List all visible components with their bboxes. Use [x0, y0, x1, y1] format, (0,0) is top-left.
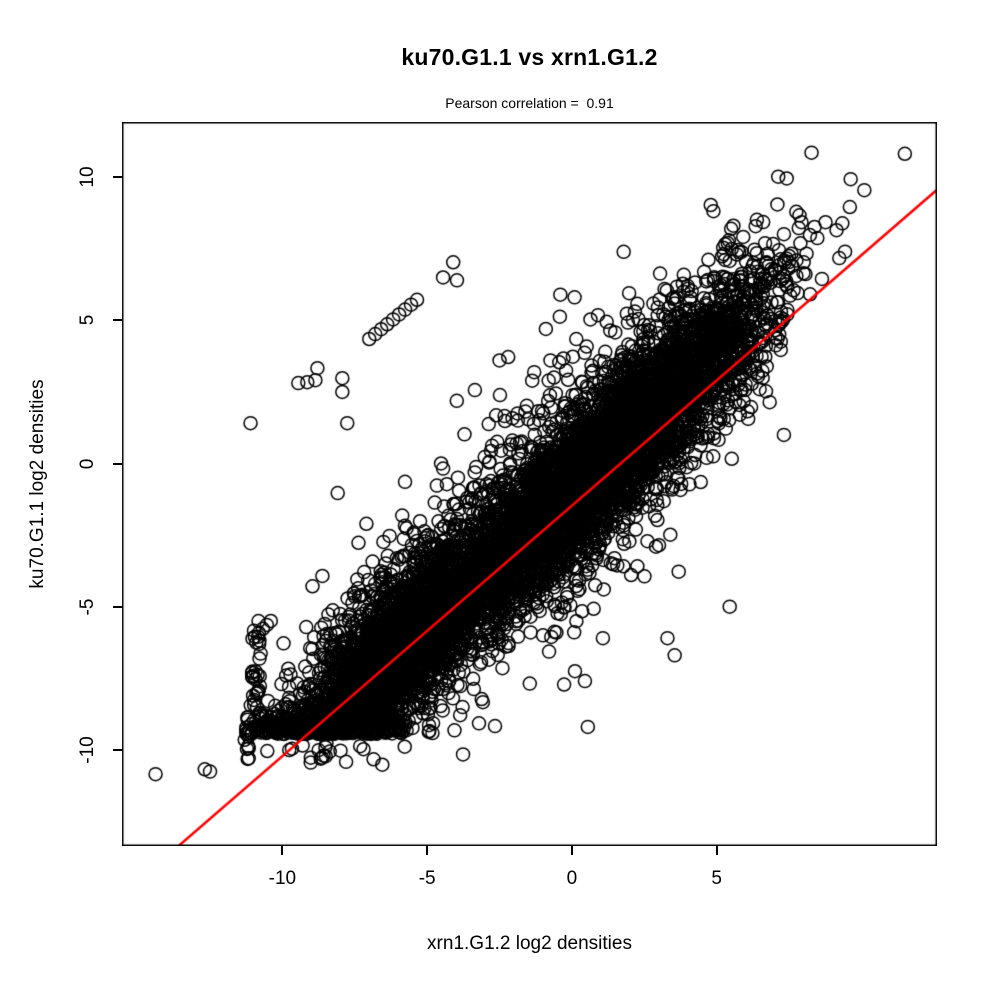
x-tick-label: -10 — [268, 868, 297, 889]
y-tick-mark — [113, 176, 122, 179]
y-tick-label: 10 — [77, 166, 98, 188]
y-tick-label: 5 — [77, 315, 98, 326]
y-tick-label: -10 — [77, 736, 98, 764]
x-axis-label: xrn1.G1.2 log2 densities — [427, 933, 632, 954]
y-tick-mark — [113, 605, 122, 608]
x-tick-label: -5 — [418, 868, 436, 889]
chart-title: ku70.G1.1 vs xrn1.G1.2 — [401, 44, 658, 70]
x-tick-label: 5 — [711, 868, 722, 889]
y-tick-label: 0 — [77, 458, 98, 469]
x-tick-mark — [426, 846, 429, 855]
y-tick-mark — [113, 748, 122, 751]
y-tick-mark — [113, 462, 122, 465]
chart-subtitle: Pearson correlation = 0.91 — [445, 95, 614, 111]
x-tick-label: 0 — [566, 868, 578, 889]
y-tick-label: -5 — [77, 598, 98, 616]
y-axis-label: ku70.G1.1 log2 densities — [27, 379, 48, 589]
scatter-plot-canvas — [122, 122, 937, 846]
y-tick-mark — [113, 319, 122, 322]
x-tick-mark — [281, 846, 284, 855]
x-tick-mark — [715, 846, 718, 855]
x-tick-mark — [570, 846, 573, 855]
